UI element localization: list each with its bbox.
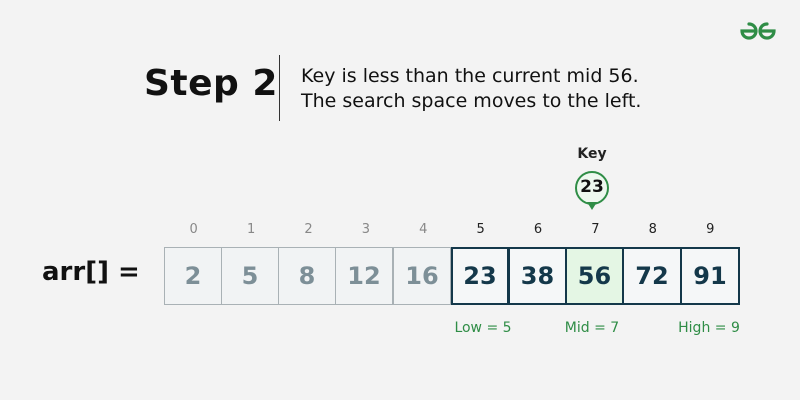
mid-pointer-label: Mid = 7	[564, 320, 620, 336]
array-cells: 2 5 8 12 16 23 38 56 72 91	[164, 247, 740, 305]
key-label: Key	[577, 146, 607, 162]
index-row: 0 1 2 3 4 5 6 7 8 9	[165, 222, 739, 242]
array-cell: 23	[451, 247, 509, 305]
step-title: Step 2	[144, 63, 278, 104]
array-cell: 12	[335, 247, 393, 305]
step-description: Key is less than the current mid 56. The…	[301, 64, 641, 114]
array-index: 7	[591, 222, 600, 237]
array-index: 1	[246, 222, 256, 237]
array-index: 6	[533, 222, 543, 237]
array-index: 0	[189, 222, 198, 237]
description-line-1: Key is less than the current mid 56.	[301, 65, 639, 87]
description-line-2: The search space moves to the left.	[301, 90, 642, 112]
array-index: 3	[361, 222, 370, 237]
high-pointer-label: High = 9	[678, 320, 740, 336]
array-label: arr[] =	[42, 257, 140, 287]
array-cell: 91	[680, 247, 740, 305]
key-value: 23	[580, 177, 604, 197]
key-pin-icon	[575, 171, 609, 210]
array-cell: 8	[278, 247, 336, 305]
array-index: 2	[304, 222, 313, 237]
header-divider	[279, 55, 280, 121]
array-index: 4	[419, 222, 428, 237]
array-cell: 38	[508, 247, 567, 305]
array-cell: 5	[221, 247, 279, 305]
array-cell-mid: 56	[565, 247, 624, 305]
array-index: 9	[706, 222, 715, 237]
low-pointer-label: Low = 5	[454, 320, 512, 336]
array-cell: 72	[622, 247, 682, 305]
array-cell: 2	[164, 247, 222, 305]
array-index: 8	[648, 222, 657, 237]
array-index: 5	[476, 222, 485, 237]
array-cell: 16	[393, 247, 451, 305]
gfg-logo-icon	[740, 22, 776, 40]
